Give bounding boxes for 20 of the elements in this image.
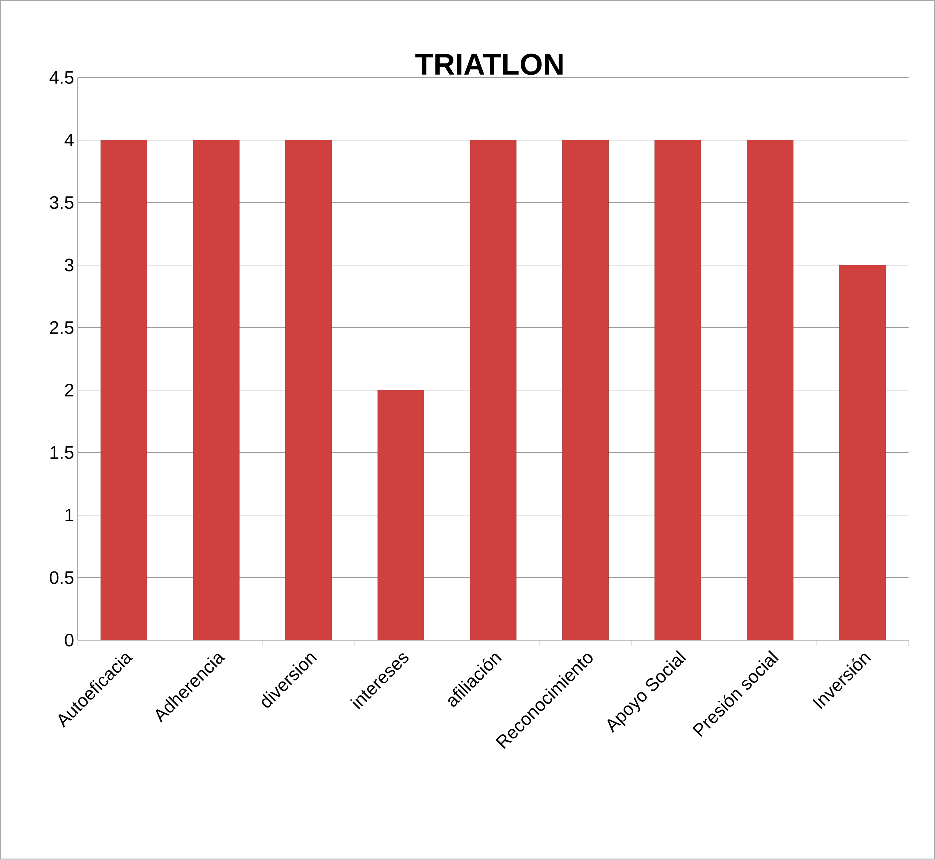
y-tick-label: 0 [65,634,74,647]
bar [285,140,332,640]
bar [378,390,424,640]
y-tick-label: 4 [64,134,74,147]
y-tick-label: 1.5 [50,446,74,460]
bar [562,140,610,640]
y-tick-label: 3 [65,258,74,272]
bar [100,140,148,640]
bar [654,140,702,640]
y-tick-label: 1 [66,509,74,522]
y-tick-label: 3.5 [50,196,74,210]
chart-title: TRIATLON [416,54,563,76]
bar [193,140,240,640]
bar [470,140,517,640]
bar [839,265,886,640]
y-tick-label: 2.5 [50,321,74,334]
y-tick-label: 2 [65,384,74,397]
bar [747,140,794,640]
y-tick-label: 4.5 [50,72,74,84]
y-tick-label: 0.5 [50,572,74,584]
